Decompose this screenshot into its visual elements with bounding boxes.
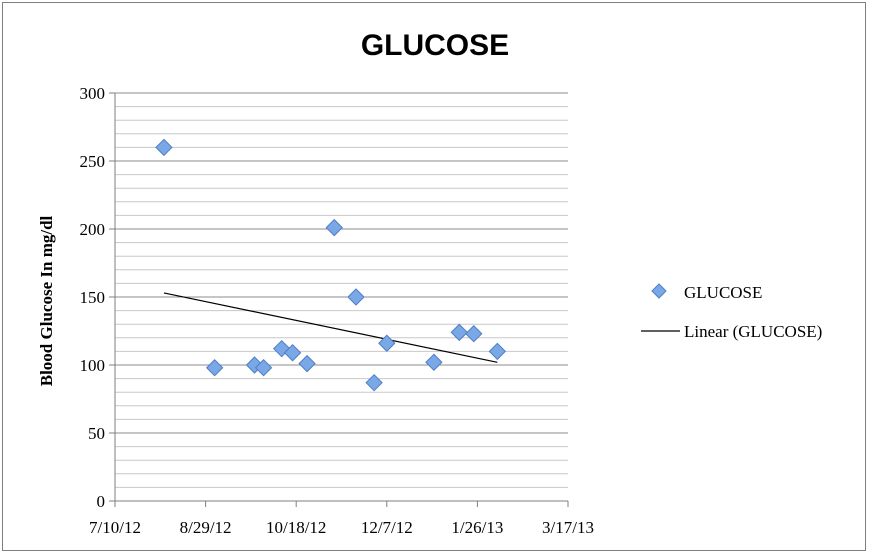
data-point — [450, 323, 468, 342]
trendline — [163, 292, 498, 363]
y-axis-label: Blood Glucose In mg/dl — [37, 215, 56, 386]
y-tick-label: 150 — [80, 288, 106, 307]
y-tick-label: 250 — [80, 152, 106, 171]
chart-title: GLUCOSE — [361, 29, 509, 62]
x-tick-label: 12/7/12 — [361, 518, 413, 537]
x-tick-label: 3/17/13 — [542, 518, 594, 537]
data-point — [347, 288, 365, 306]
y-tick-label: 300 — [80, 84, 106, 103]
legend-label-glucose: GLUCOSE — [684, 283, 762, 302]
data-point — [325, 218, 343, 237]
y-tick-label: 200 — [80, 220, 106, 239]
data-point — [425, 353, 443, 371]
data-point — [254, 359, 273, 377]
data-point — [378, 334, 396, 352]
y-tick-label: 0 — [97, 492, 106, 511]
legend: GLUCOSE Linear (GLUCOSE) — [641, 283, 822, 341]
trendline-layer — [163, 292, 498, 363]
data-point — [283, 344, 302, 362]
data-point — [488, 342, 507, 361]
y-tick-label: 50 — [88, 424, 105, 443]
data-point — [298, 354, 316, 373]
legend-marker-glucose — [651, 283, 667, 299]
data-point — [155, 138, 173, 157]
data-point — [465, 325, 483, 343]
y-tick-labels: 0 50 100 150 200 250 300 — [80, 84, 115, 511]
data-point — [205, 359, 224, 377]
data-points — [155, 138, 507, 392]
legend-label-trendline: Linear (GLUCOSE) — [684, 322, 822, 341]
data-point — [365, 373, 383, 392]
x-tick-label: 8/29/12 — [180, 518, 232, 537]
x-tick-labels: 7/10/12 8/29/12 10/18/12 12/7/12 1/26/13 3/17… — [89, 501, 594, 537]
y-tick-label: 100 — [80, 356, 106, 375]
x-tick-label: 1/26/13 — [451, 518, 503, 537]
x-tick-label: 10/18/12 — [266, 518, 326, 537]
x-tick-label: 7/10/12 — [89, 518, 141, 537]
gridlines — [115, 92, 568, 488]
